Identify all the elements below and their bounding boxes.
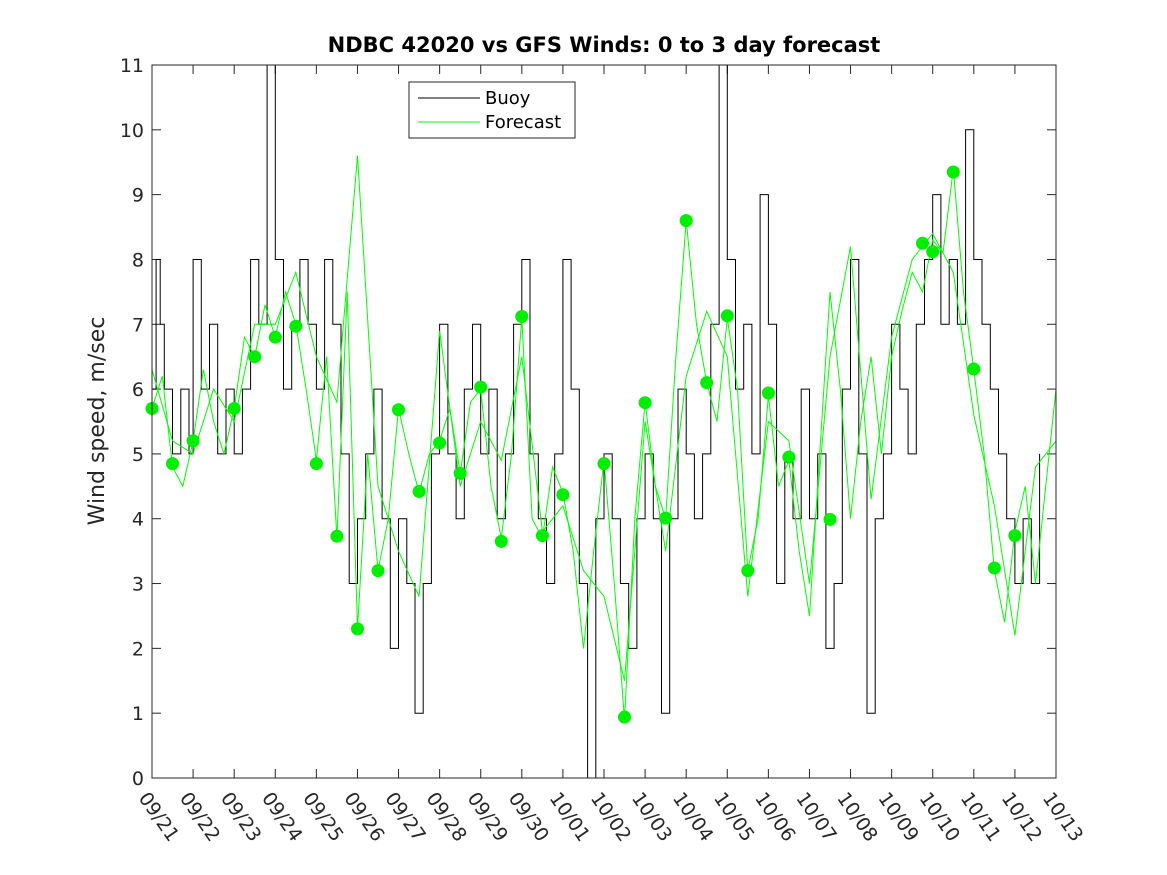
forecast-marker (618, 710, 631, 724)
forecast-marker (330, 529, 344, 543)
x-tick-label: 10/05 (709, 788, 758, 845)
forecast-marker (166, 457, 179, 471)
forecast-series-line (151, 155, 1057, 681)
y-tick-label: 3 (132, 574, 144, 596)
x-tick-label: 10/01 (545, 788, 594, 845)
x-tick-label: 09/28 (422, 788, 471, 845)
x-tick-label: 10/12 (997, 788, 1046, 845)
y-tick-label: 7 (132, 314, 144, 336)
forecast-marker (494, 534, 508, 548)
forecast-marker (700, 376, 714, 390)
x-tick-label: 09/21 (134, 788, 183, 845)
x-tick-label: 09/23 (216, 788, 265, 845)
x-tick-label: 10/11 (956, 788, 1005, 845)
forecast-marker (351, 622, 364, 636)
x-tick-labels: 09/2109/2209/2309/2409/2509/2609/2709/28… (134, 788, 1087, 845)
forecast-marker (392, 403, 405, 417)
x-tick-label: 10/03 (627, 788, 676, 845)
forecast-marker (946, 165, 960, 179)
y-axis-label: Wind speed, m/sec (85, 317, 110, 526)
forecast-marker (782, 450, 796, 464)
data-layer (145, 64, 1057, 779)
x-tick-label: 10/04 (668, 788, 717, 845)
forecast-marker (741, 564, 755, 578)
x-tick-label: 10/07 (791, 788, 840, 845)
x-tick-label: 10/13 (1038, 788, 1087, 845)
forecast-marker (987, 561, 1001, 575)
x-tick-label: 09/30 (504, 788, 553, 845)
x-tick-label: 10/10 (915, 788, 964, 845)
forecast-marker (474, 380, 488, 394)
forecast-marker (412, 485, 426, 498)
forecast-marker (823, 512, 837, 526)
x-tick-label: 09/22 (175, 788, 224, 845)
forecast-marker (967, 362, 981, 376)
forecast-marker (597, 457, 611, 471)
y-tick-label: 2 (132, 638, 144, 660)
x-tick-label: 10/02 (586, 788, 635, 845)
x-tick-label: 09/29 (463, 788, 512, 845)
y-tick-label: 11 (120, 55, 144, 77)
forecast-marker (926, 245, 940, 259)
x-tick-label: 10/06 (750, 788, 799, 845)
forecast-marker (248, 350, 262, 364)
forecast-marker (638, 396, 652, 410)
chart-title: NDBC 42020 vs GFS Winds: 0 to 3 day fore… (328, 33, 881, 57)
legend-forecast-label: Forecast (485, 112, 561, 133)
y-tick-label: 4 (132, 509, 144, 531)
legend: Buoy Forecast (408, 81, 576, 139)
y-tick-labels: 0 1 2 3 4 5 6 7 8 9 10 11 (120, 55, 144, 790)
y-tick-label: 8 (132, 249, 144, 271)
forecast-marker (227, 402, 241, 415)
forecast-marker (453, 466, 467, 480)
forecast-marker (433, 436, 447, 450)
x-tick-label: 10/09 (874, 788, 923, 845)
forecast-marker (371, 564, 385, 578)
plot-background (152, 65, 1056, 778)
x-tick-label: 10/08 (832, 788, 881, 845)
forecast-marker (659, 511, 673, 525)
forecast-marker (309, 457, 323, 471)
y-tick-label: 10 (120, 120, 144, 142)
x-tick-label: 09/26 (339, 788, 388, 845)
forecast-marker (268, 330, 282, 344)
forecast-marker (515, 310, 529, 323)
y-tick-label: 0 (132, 768, 144, 790)
forecast-marker (916, 236, 929, 250)
x-tick-label: 09/24 (257, 788, 306, 845)
forecast-marker (535, 529, 549, 543)
y-tick-label: 5 (132, 444, 144, 466)
forecast-marker (761, 386, 775, 400)
forecast-marker (186, 434, 200, 448)
forecast-marker (679, 214, 693, 228)
x-tick-label: 09/27 (380, 788, 429, 845)
legend-buoy-label: Buoy (485, 88, 531, 109)
forecast-marker (556, 488, 570, 502)
forecast-marker (720, 309, 734, 323)
y-tick-label: 6 (132, 379, 144, 401)
legend-box (408, 81, 576, 139)
y-tick-label: 9 (132, 185, 144, 207)
forecast-marker (1008, 529, 1022, 543)
x-tick-label: 09/25 (298, 788, 347, 845)
y-tick-label: 1 (132, 703, 144, 725)
plot-frame (151, 64, 1057, 779)
forecast-marker (289, 319, 303, 333)
